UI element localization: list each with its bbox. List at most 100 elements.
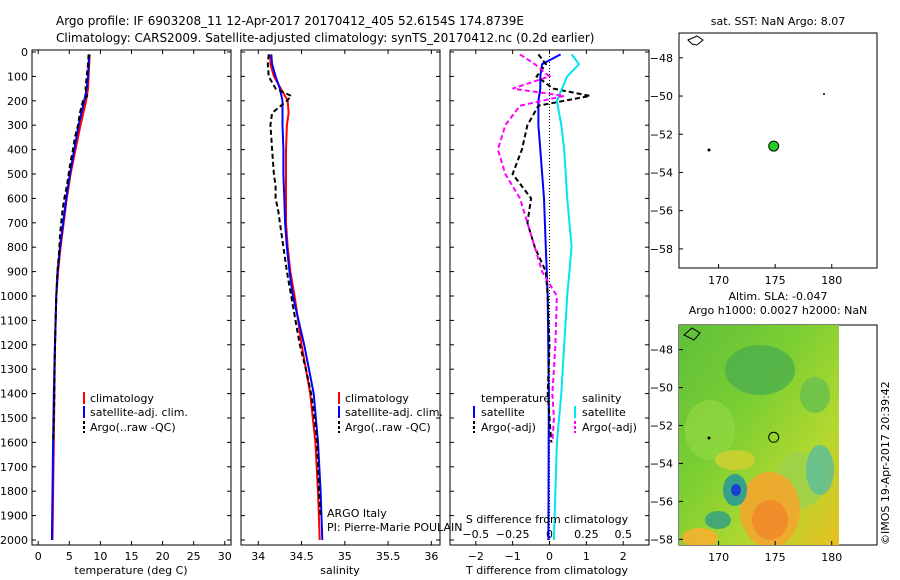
sst-map: 170 175 180 −48 −50 −52 −54 −56 −58 — [650, 35, 842, 287]
temperature-legend: climatology satellite-adj. clim. Argo(..… — [83, 392, 188, 434]
salinity-xlabel: salinity — [320, 564, 360, 577]
x-tick-label: 0 — [35, 550, 42, 563]
depth-tick-label: 1800 — [0, 485, 28, 498]
sla-feature — [685, 400, 735, 460]
argo-position-marker — [768, 140, 780, 152]
legend-t-satellite-label: satellite — [481, 406, 525, 419]
sla-feature — [705, 511, 731, 529]
diff-xlabel: T difference from climatology — [465, 564, 628, 577]
depth-tick-label: 1900 — [0, 510, 28, 523]
series-line-s-argo-adj- — [496, 53, 565, 443]
salinity-plot-frame — [240, 49, 441, 546]
x-tick-top-label: −0.5 — [462, 528, 489, 541]
header-title-line2: Climatology: CARS2009. Satellite-adjuste… — [56, 31, 594, 45]
pi-name: PI: Pierre-Marie POULAIN — [327, 521, 462, 534]
map-y-tick-label: −48 — [650, 344, 673, 357]
temperature-plot-frame — [31, 49, 232, 546]
map-y-tick-label: −52 — [650, 420, 673, 433]
x-tick-label: 20 — [156, 550, 170, 563]
sla-feature — [725, 345, 795, 395]
x-tick-label: 1 — [583, 550, 590, 563]
x-tick-label: −1 — [505, 550, 521, 563]
x-tick-label: 34 — [251, 550, 265, 563]
credit-text: ©IMOS 19-Apr-2017 20:39:42 — [879, 381, 892, 545]
x-tick-top-label: −0.25 — [496, 528, 530, 541]
series-line-s-satellite — [552, 53, 581, 541]
difference-plot: −2 −1 0 1 2 −0.5 −0.25 0 0.25 0.5 — [450, 50, 649, 563]
map-y-tick-label: −54 — [650, 166, 673, 179]
map-x-tick-label: 170 — [708, 274, 729, 287]
header-title-line1: Argo profile: IF 6903208_11 12-Apr-2017 … — [56, 14, 524, 28]
series-line-climatology — [51, 54, 91, 541]
depth-tick-label: 1400 — [0, 388, 28, 401]
map-y-tick-label: −50 — [650, 382, 673, 395]
depth-tick-label: 800 — [7, 241, 28, 254]
depth-tick-label: 600 — [7, 192, 28, 205]
coastline — [687, 35, 704, 46]
legend-s-satellite-label: satellite — [582, 406, 626, 419]
x-tick-label: 10 — [93, 550, 107, 563]
depth-tick-label: 100 — [7, 70, 28, 83]
depth-tick-label: 1000 — [0, 290, 28, 303]
x-tick-label: 25 — [187, 550, 201, 563]
depth-tick-label: 200 — [7, 95, 28, 108]
depth-tick-label: 1200 — [0, 339, 28, 352]
depth-tick-label: 0 — [21, 46, 28, 59]
depth-tick-label: 2000 — [0, 534, 28, 547]
x-tick-label: 15 — [125, 550, 139, 563]
sla-feature — [752, 500, 788, 540]
legend-satellite-label: satellite-adj. clim. — [90, 406, 188, 419]
island-marker — [707, 436, 711, 440]
series-line-climatology — [269, 54, 321, 541]
sla-feature — [715, 450, 755, 470]
x-tick-label: 5 — [66, 550, 73, 563]
x-tick-top-label: 0.5 — [614, 528, 632, 541]
legend-climatology-label: climatology — [90, 392, 154, 405]
salinity-legend: climatology satellite-adj. clim. Argo(..… — [327, 392, 462, 534]
sla-map: 170 175 180 −48 −50 −52 −54 −56 −58 — [650, 344, 842, 564]
sla-feature — [682, 528, 718, 545]
depth-tick-label: 700 — [7, 217, 28, 230]
sst-map-title: sat. SST: NaN Argo: 8.07 — [711, 15, 845, 28]
legend-argo-label: Argo(..raw -QC) — [345, 421, 431, 434]
x-tick-label: 35 — [338, 550, 352, 563]
map-x-tick-label: 170 — [708, 551, 729, 564]
series-line-t-argo-adj- — [511, 53, 591, 443]
series-line-t-satellite — [537, 53, 562, 541]
map-y-tick-label: −48 — [650, 52, 673, 65]
sla-feature — [806, 445, 834, 495]
depth-tick-label: 1100 — [0, 314, 28, 327]
map-y-tick-label: −56 — [650, 205, 673, 218]
salinity-plot: 34 34.5 35 35.5 36 — [241, 50, 440, 563]
legend-t-argo-label: Argo(-adj) — [481, 421, 536, 434]
x-tick-label: −2 — [468, 550, 484, 563]
series-line-satellite-adj-clim- — [50, 54, 91, 541]
legend-satellite-label: satellite-adj. clim. — [345, 406, 443, 419]
map-y-tick-label: −58 — [650, 243, 673, 256]
island-marker — [707, 148, 711, 152]
island-marker — [823, 93, 825, 95]
diff-xlabel-top: S difference from climatology — [466, 513, 629, 526]
x-tick-label: 36 — [424, 550, 438, 563]
depth-tick-label: 400 — [7, 144, 28, 157]
legend-argo-label: Argo(..raw -QC) — [90, 421, 176, 434]
map-y-tick-label: −56 — [650, 495, 673, 508]
legend-climatology-label: climatology — [345, 392, 409, 405]
depth-tick-label: 500 — [7, 168, 28, 181]
x-tick-top-label: 0.25 — [574, 528, 599, 541]
sla-feature — [800, 377, 830, 413]
depth-tick-label: 900 — [7, 266, 28, 279]
series-line-argo-raw-qc- — [266, 54, 322, 516]
sla-feature — [731, 484, 741, 496]
x-tick-top-label: 0 — [546, 528, 553, 541]
depth-tick-label: 1500 — [0, 412, 28, 425]
difference-legend: temperature satellite Argo(-adj) salinit… — [473, 392, 637, 434]
series-line-argo-raw-qc- — [52, 54, 90, 443]
sst-map-frame — [678, 32, 878, 269]
x-tick-label: 2 — [620, 550, 627, 563]
sla-map-title-line1: Altim. SLA: -0.047 — [728, 290, 827, 303]
legend-temperature-title: temperature — [481, 392, 550, 405]
coastline — [683, 327, 701, 341]
depth-tick-label: 300 — [7, 119, 28, 132]
